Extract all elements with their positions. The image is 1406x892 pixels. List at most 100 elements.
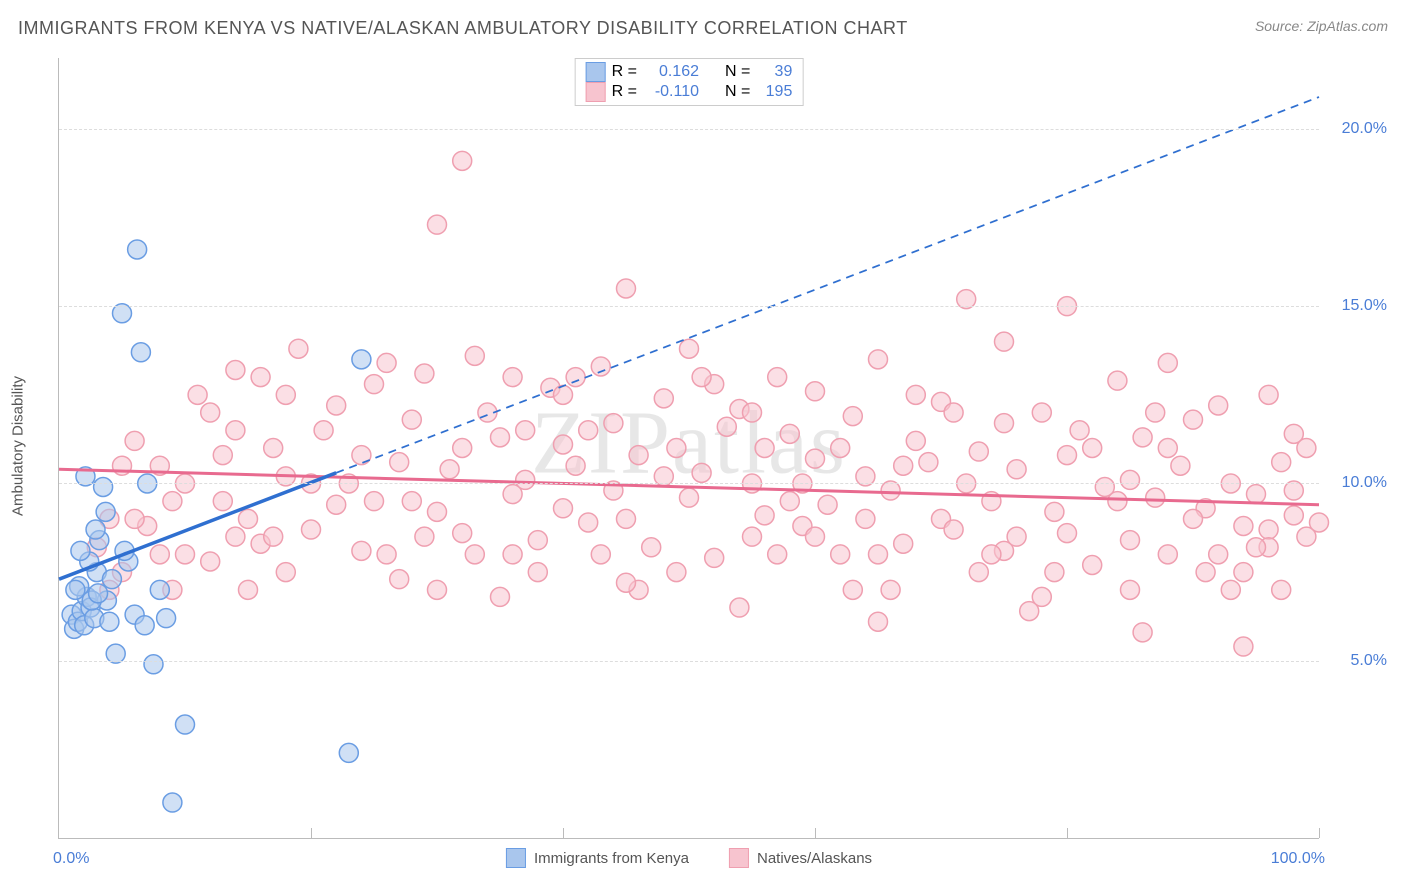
- pink-point: [755, 506, 774, 525]
- legend-swatch-pink-icon: [729, 848, 749, 868]
- pink-point: [1045, 502, 1064, 521]
- pink-point: [1184, 509, 1203, 528]
- pink-point: [402, 492, 421, 511]
- pink-point: [906, 431, 925, 450]
- pink-point: [264, 527, 283, 546]
- legend-n-value-pink: 195: [756, 83, 792, 101]
- pink-point: [1284, 506, 1303, 525]
- pink-point: [629, 446, 648, 465]
- pink-point: [806, 382, 825, 401]
- blue-point: [157, 609, 176, 628]
- pink-point: [692, 463, 711, 482]
- pink-point: [554, 499, 573, 518]
- pink-point: [201, 552, 220, 571]
- pink-point: [1234, 637, 1253, 656]
- source-label: Source:: [1255, 18, 1307, 34]
- pink-point: [1171, 456, 1190, 475]
- pink-point: [818, 495, 837, 514]
- pink-point: [566, 368, 585, 387]
- blue-point: [94, 478, 113, 497]
- pink-point: [428, 580, 447, 599]
- pink-point: [453, 439, 472, 458]
- legend-swatch-pink: [586, 82, 606, 102]
- pink-point: [869, 612, 888, 631]
- pink-point: [1221, 580, 1240, 599]
- pink-point: [579, 421, 598, 440]
- pink-point: [617, 279, 636, 298]
- pink-point: [125, 431, 144, 450]
- pink-point: [831, 439, 850, 458]
- pink-point: [1032, 403, 1051, 422]
- pink-point: [642, 538, 661, 557]
- pink-point: [365, 492, 384, 511]
- pink-point: [1146, 488, 1165, 507]
- pink-point: [554, 385, 573, 404]
- pink-point: [1058, 446, 1077, 465]
- pink-point: [843, 580, 862, 599]
- pink-point: [327, 396, 346, 415]
- x-tick-right: 100.0%: [1271, 850, 1325, 868]
- pink-point: [1234, 517, 1253, 536]
- pink-point: [201, 403, 220, 422]
- gridline-h: [59, 129, 1319, 130]
- pink-point: [1158, 353, 1177, 372]
- legend-swatch-blue-icon: [506, 848, 526, 868]
- pink-point: [780, 492, 799, 511]
- x-tick-mark: [1067, 828, 1068, 838]
- pink-point: [1007, 527, 1026, 546]
- blue-point: [71, 541, 90, 560]
- pink-point: [831, 545, 850, 564]
- pink-point: [843, 407, 862, 426]
- legend-item-pink: Natives/Alaskans: [729, 848, 872, 868]
- pink-point: [150, 545, 169, 564]
- pink-point: [465, 346, 484, 365]
- pink-point: [1070, 421, 1089, 440]
- blue-point: [66, 580, 85, 599]
- pink-point: [239, 580, 258, 599]
- pink-point: [1083, 556, 1102, 575]
- pink-point: [869, 350, 888, 369]
- pink-point: [528, 563, 547, 582]
- pink-point: [680, 488, 699, 507]
- y-axis-label: Ambulatory Disability: [10, 376, 27, 516]
- pink-point: [755, 439, 774, 458]
- pink-point: [1121, 531, 1140, 550]
- pink-point: [402, 410, 421, 429]
- pink-point: [780, 424, 799, 443]
- pink-point: [667, 563, 686, 582]
- pink-point: [1259, 385, 1278, 404]
- pink-point: [352, 446, 371, 465]
- pink-point: [944, 520, 963, 539]
- pink-point: [453, 524, 472, 543]
- pink-point: [327, 495, 346, 514]
- blue-point: [352, 350, 371, 369]
- pink-point: [1108, 371, 1127, 390]
- pink-point: [491, 428, 510, 447]
- pink-point: [1297, 439, 1316, 458]
- pink-point: [995, 414, 1014, 433]
- pink-point: [1007, 460, 1026, 479]
- pink-point: [768, 368, 787, 387]
- pink-point: [1045, 563, 1064, 582]
- pink-point: [894, 456, 913, 475]
- pink-point: [226, 361, 245, 380]
- pink-point: [503, 545, 522, 564]
- pink-point: [894, 534, 913, 553]
- pink-point: [1083, 439, 1102, 458]
- pink-point: [919, 453, 938, 472]
- pink-point: [163, 492, 182, 511]
- scatter-svg: [59, 58, 1319, 838]
- pink-point: [1272, 453, 1291, 472]
- pink-point: [440, 460, 459, 479]
- gridline-h: [59, 483, 1319, 484]
- blue-point: [339, 743, 358, 762]
- pink-point: [314, 421, 333, 440]
- pink-point: [226, 421, 245, 440]
- blue-point: [128, 240, 147, 259]
- pink-point: [377, 545, 396, 564]
- pink-point: [554, 435, 573, 454]
- pink-point: [717, 417, 736, 436]
- pink-point: [1259, 520, 1278, 539]
- pink-point: [264, 439, 283, 458]
- pink-point: [251, 368, 270, 387]
